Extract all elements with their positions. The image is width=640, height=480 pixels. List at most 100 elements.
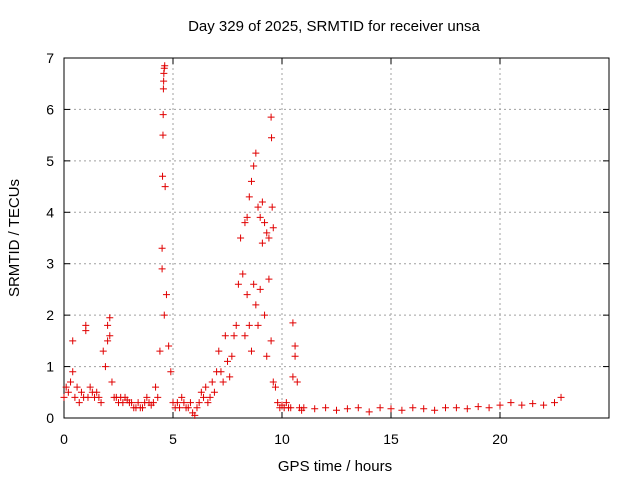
grid <box>64 58 609 418</box>
data-point <box>311 405 319 413</box>
data-point <box>452 404 460 412</box>
data-point <box>75 399 83 407</box>
data-point <box>289 373 297 381</box>
data-point <box>161 62 169 70</box>
data-point <box>97 399 105 407</box>
data-point <box>540 401 548 409</box>
data-point <box>243 291 251 299</box>
data-point <box>271 383 279 391</box>
data-point <box>268 134 276 142</box>
data-point <box>268 203 276 211</box>
data-point <box>77 388 85 396</box>
data-point <box>241 332 249 340</box>
data-point <box>176 404 184 412</box>
data-point <box>215 347 223 355</box>
data-point <box>263 352 271 360</box>
data-point <box>158 265 166 273</box>
data-point <box>152 383 160 391</box>
data-point <box>300 404 308 412</box>
data-point <box>230 332 238 340</box>
data-point <box>178 393 186 401</box>
data-point <box>282 399 290 407</box>
data-point <box>237 234 245 242</box>
data-point <box>252 149 260 157</box>
data-point <box>101 363 109 371</box>
data-point <box>274 399 282 407</box>
data-point <box>159 85 167 93</box>
data-point <box>108 378 116 386</box>
data-point <box>409 404 417 412</box>
data-point <box>160 311 168 319</box>
data-point <box>365 408 373 416</box>
data-point <box>265 234 273 242</box>
data-point <box>134 399 142 407</box>
data-point <box>159 111 167 119</box>
data-point <box>232 321 240 329</box>
data-point <box>221 332 229 340</box>
data-point <box>156 347 164 355</box>
x-axis-label: GPS time / hours <box>278 458 392 475</box>
data-point <box>128 399 136 407</box>
data-point <box>518 401 526 409</box>
data-point <box>557 393 565 401</box>
data-point <box>261 311 269 319</box>
data-point <box>173 399 181 407</box>
data-point <box>228 352 236 360</box>
data-point <box>551 399 558 407</box>
data-point <box>420 405 428 413</box>
data-point <box>104 321 112 329</box>
data-point <box>387 405 395 413</box>
data-point <box>62 383 70 391</box>
x-tick-label: 20 <box>492 431 508 447</box>
y-tick-label: 0 <box>46 410 54 426</box>
x-tick-label: 15 <box>383 431 399 447</box>
data-point <box>219 378 227 386</box>
data-point <box>159 131 167 139</box>
data-points <box>60 62 565 419</box>
data-point <box>442 404 449 412</box>
data-point <box>158 244 166 252</box>
data-point <box>265 275 273 283</box>
data-point <box>291 352 299 360</box>
data-point <box>71 393 79 401</box>
data-point <box>82 321 90 329</box>
data-point <box>431 406 439 414</box>
y-tick-label: 2 <box>46 307 54 323</box>
data-point <box>322 404 330 412</box>
y-tick-label: 5 <box>46 153 54 169</box>
data-point <box>206 393 214 401</box>
data-point <box>256 213 264 221</box>
data-point <box>138 404 146 412</box>
data-point <box>463 405 471 413</box>
y-axis-label: SRMTID / TECUs <box>6 179 23 297</box>
y-tick-label: 1 <box>46 359 54 375</box>
data-point <box>159 172 167 180</box>
data-point <box>247 177 255 185</box>
y-tick-label: 7 <box>46 50 54 66</box>
data-point <box>60 393 68 401</box>
data-point <box>243 213 251 221</box>
data-point <box>252 301 260 309</box>
data-point <box>186 399 194 407</box>
data-point <box>224 357 231 365</box>
data-point <box>261 219 269 227</box>
data-point <box>208 378 216 386</box>
data-point <box>485 404 493 412</box>
data-point <box>204 399 212 407</box>
data-point <box>239 270 247 278</box>
x-tick-label: 0 <box>60 431 68 447</box>
data-point <box>69 337 77 345</box>
y-tick-label: 6 <box>46 101 54 117</box>
data-point <box>256 285 264 293</box>
data-point <box>474 403 482 411</box>
data-point <box>241 219 249 227</box>
data-point <box>197 388 205 396</box>
data-point <box>160 77 168 85</box>
data-point <box>86 383 94 391</box>
y-tick-label: 3 <box>46 256 54 272</box>
data-point <box>67 378 75 386</box>
data-point <box>200 393 208 401</box>
y-tick-labels: 0 1 2 3 4 5 6 7 <box>46 50 54 426</box>
data-point <box>165 342 173 350</box>
